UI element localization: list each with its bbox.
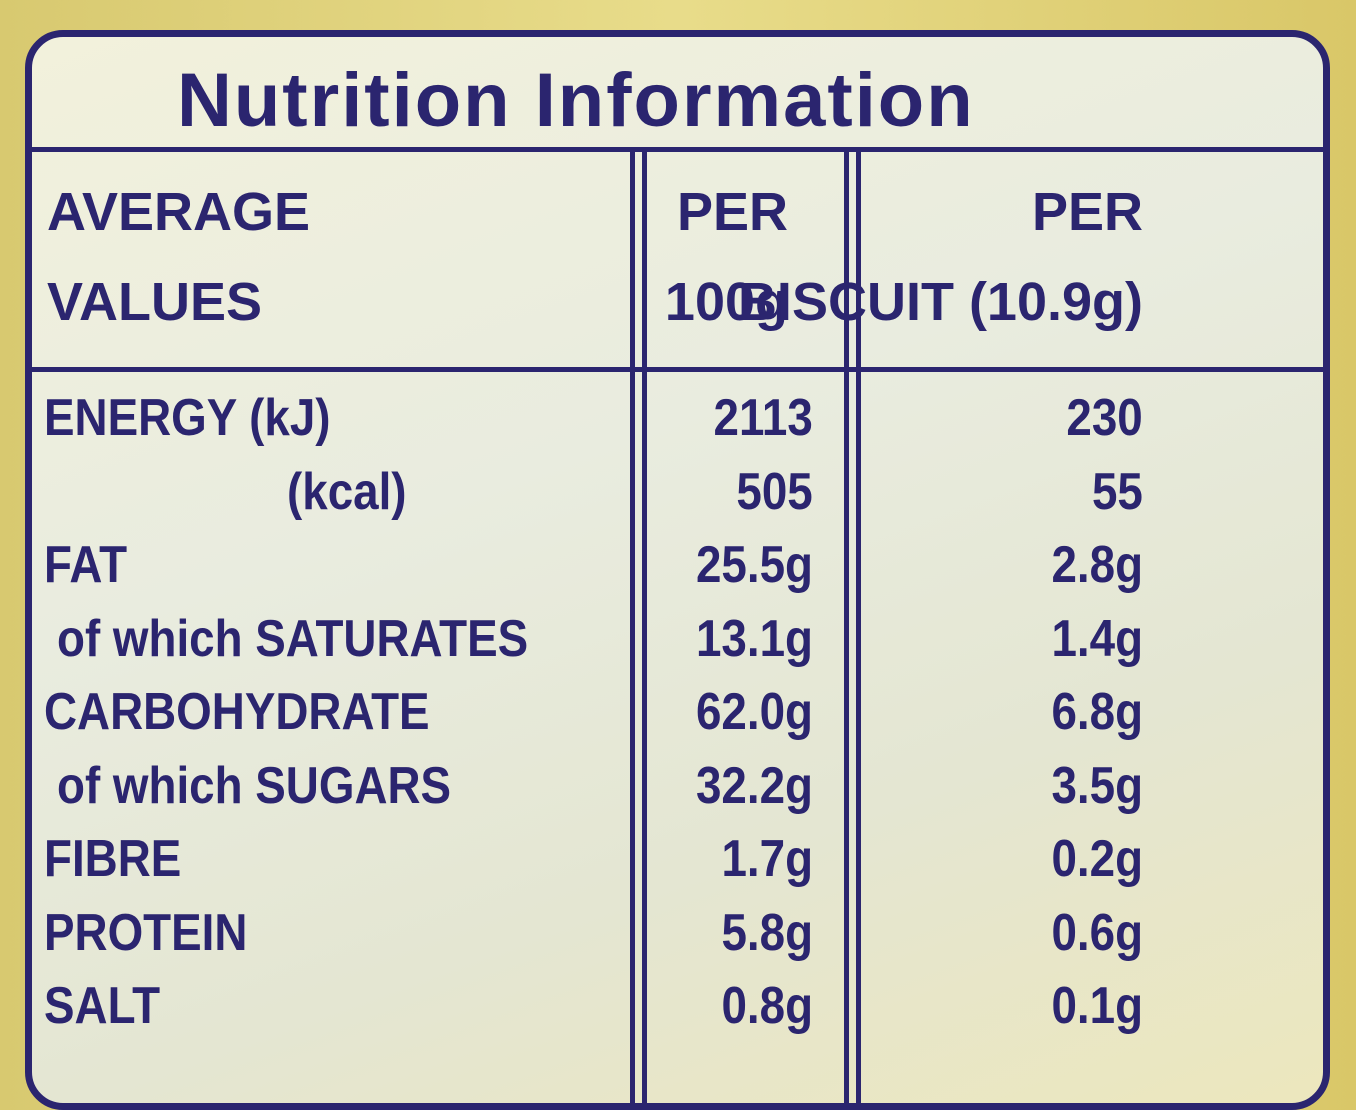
value-per-100g: 62.0g — [695, 683, 813, 741]
value-per-100g: 2113 — [713, 389, 813, 447]
value-per-biscuit: 0.2g — [1051, 830, 1143, 888]
value-per-100g: 13.1g — [695, 609, 813, 668]
row-label: FIBRE — [44, 830, 182, 888]
value-per-100g: 0.8g — [721, 977, 813, 1035]
column-divider — [844, 152, 849, 1103]
row-label: SALT — [44, 977, 161, 1035]
value-per-100g: 505 — [736, 462, 813, 521]
row-label: of which SUGARS — [57, 756, 452, 815]
row-label: CARBOHYDRATE — [44, 683, 430, 741]
row-label: ENERGY (kJ) — [44, 389, 331, 447]
value-per-100g: 32.2g — [695, 756, 813, 815]
header-cell: VALUES — [47, 272, 263, 332]
header-cell: BISCUIT (10.9g) — [737, 272, 1143, 332]
value-per-biscuit: 6.8g — [1051, 683, 1143, 741]
row-label: (kcal) — [287, 462, 407, 521]
column-divider — [642, 152, 647, 1103]
value-per-100g: 5.8g — [721, 903, 813, 962]
row-label: FAT — [44, 536, 128, 594]
value-per-biscuit: 0.6g — [1051, 903, 1143, 962]
header-cell: PER — [676, 182, 788, 242]
nutrition-panel: Nutrition Information AVERAGE VALUES PER 10… — [25, 30, 1330, 1110]
header-cell: PER — [1031, 182, 1143, 242]
value-per-100g: 1.7g — [721, 830, 813, 888]
value-per-biscuit: 55 — [1092, 462, 1143, 521]
value-per-biscuit: 0.1g — [1051, 977, 1143, 1035]
value-per-100g: 25.5g — [695, 536, 813, 594]
value-per-biscuit: 230 — [1066, 389, 1143, 447]
row-label: PROTEIN — [44, 903, 248, 962]
header-cell: 100g — [664, 272, 788, 332]
value-per-biscuit: 3.5g — [1051, 756, 1143, 815]
value-per-biscuit: 1.4g — [1051, 609, 1143, 668]
column-divider — [856, 152, 861, 1103]
column-divider — [630, 152, 635, 1103]
divider — [32, 367, 1323, 372]
value-per-biscuit: 2.8g — [1051, 536, 1143, 594]
row-label: of which SATURATES — [57, 609, 529, 668]
title: Nutrition Information — [177, 58, 975, 143]
header-cell: AVERAGE — [47, 182, 311, 242]
divider — [32, 147, 1323, 152]
